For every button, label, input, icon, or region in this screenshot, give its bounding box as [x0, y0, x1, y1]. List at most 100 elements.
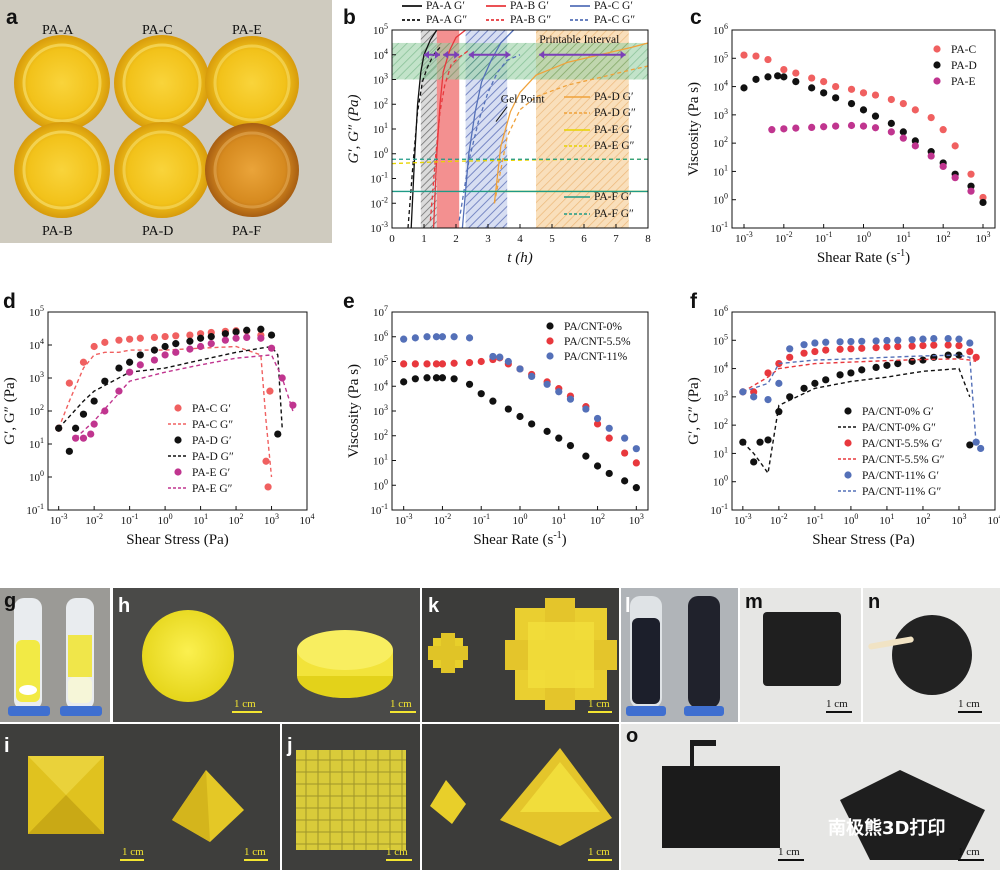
data-point [221, 330, 229, 338]
data-point [808, 74, 816, 82]
data-point [621, 477, 629, 485]
x-tick-label: 101 [879, 512, 894, 527]
legend-entry: PA/CNT-5.5% G′ [862, 438, 942, 450]
data-point [566, 395, 575, 403]
data-point [632, 459, 640, 467]
data-point [847, 369, 855, 377]
data-point [800, 384, 808, 392]
data-point [967, 182, 975, 190]
data-point [504, 405, 512, 413]
x-axis-label: Shear Stress (Pa) [126, 532, 228, 548]
data-point [593, 414, 602, 423]
data-point [899, 128, 907, 136]
panel-label-a: a [6, 6, 18, 29]
data-point [822, 376, 830, 384]
scale-bar-h2: 1 cm [390, 698, 412, 710]
data-point [438, 374, 447, 382]
data-point [872, 363, 880, 372]
y-axis-label: G′, G″ (Pa) [346, 94, 362, 163]
panel-i-photo: i 1 cm 1 cm [0, 724, 280, 870]
x-tick-label: 104 [300, 512, 315, 527]
panel-label-h: h [118, 595, 130, 617]
y-tick-label: 103 [373, 72, 388, 87]
panel-h-photo: h 1 cm 1 cm [113, 588, 420, 722]
x-axis-label: Shear Rate (s-1) [473, 530, 566, 548]
legend-swatch [546, 352, 554, 360]
x-tick-label: 100 [856, 230, 871, 245]
panel-label-m: m [745, 591, 763, 613]
data-point [87, 430, 95, 438]
data-point [820, 77, 828, 86]
data-point [780, 65, 788, 74]
data-point [847, 337, 855, 346]
data-point [836, 371, 844, 379]
data-point [411, 360, 419, 368]
data-point [566, 441, 575, 450]
panel-label-c: c [690, 6, 702, 29]
chart-c: 10-3 10-2 10-1 100 101 102 103 10-1 100 101 102 103… [686, 22, 996, 266]
data-point [528, 420, 536, 428]
y-tick-label: 103 [373, 403, 388, 418]
data-point [883, 336, 891, 345]
x-tick-label: 10-2 [434, 512, 452, 527]
data-point [528, 372, 536, 381]
data-point [859, 122, 868, 130]
chart-e: 10-3 10-2 10-1 100 101 102 103 10-1 100 101 102 103… [346, 304, 649, 548]
series-line [493, 65, 649, 204]
x-tick-label: 101 [193, 512, 208, 527]
y-tick-label: 105 [373, 354, 388, 369]
series-line [432, 29, 466, 229]
data-point [465, 359, 474, 367]
data-point [101, 407, 109, 415]
data-point [65, 379, 73, 387]
printable-modulus-band [392, 42, 648, 80]
legend-entry: PA-E G′ [594, 124, 632, 136]
data-point [768, 126, 776, 134]
x-tick-label: 102 [915, 512, 930, 527]
panel-n-photo: n 1 cm [863, 588, 1000, 722]
data-point [859, 106, 868, 114]
y-tick-label: 101 [713, 163, 728, 178]
data-point [621, 434, 629, 442]
data-point [450, 375, 458, 383]
data-point [411, 334, 419, 342]
data-point [136, 361, 144, 369]
legend-swatch [844, 471, 852, 479]
data-point [911, 137, 919, 145]
x-tick-label: 4 [517, 233, 523, 245]
data-point [126, 335, 134, 343]
data-point [858, 337, 866, 345]
data-point [516, 365, 524, 373]
data-point [822, 338, 830, 346]
x-tick-label: 102 [229, 512, 244, 527]
x-axis-label: t (h) [507, 250, 532, 266]
y-tick-label: 106 [713, 22, 728, 37]
y-tick-label: 104 [29, 337, 44, 352]
data-point [764, 55, 772, 64]
x-tick-label: 2 [453, 233, 459, 245]
data-point [438, 333, 447, 341]
data-point [172, 348, 180, 356]
y-tick-label: 101 [373, 453, 388, 468]
y-tick-label: 102 [713, 135, 728, 150]
data-point [423, 374, 431, 382]
data-point [871, 124, 880, 132]
data-point [516, 412, 524, 421]
data-point [911, 106, 919, 114]
data-point [465, 334, 474, 342]
data-point [822, 346, 830, 354]
x-tick-label: 10-1 [472, 512, 490, 527]
series-line [461, 29, 515, 229]
x-tick-label: 101 [896, 230, 911, 245]
y-tick-label: 100 [373, 477, 388, 492]
plot-frame [731, 311, 996, 511]
data-point [79, 358, 88, 366]
data-point [847, 345, 855, 353]
x-tick-label: 10-3 [50, 512, 68, 527]
data-point [79, 410, 88, 418]
panel-label-d: d [3, 290, 16, 313]
legend-entry: PA-B G′ [510, 0, 549, 12]
data-point [450, 333, 458, 341]
data-point [750, 393, 758, 401]
data-point [423, 360, 431, 368]
